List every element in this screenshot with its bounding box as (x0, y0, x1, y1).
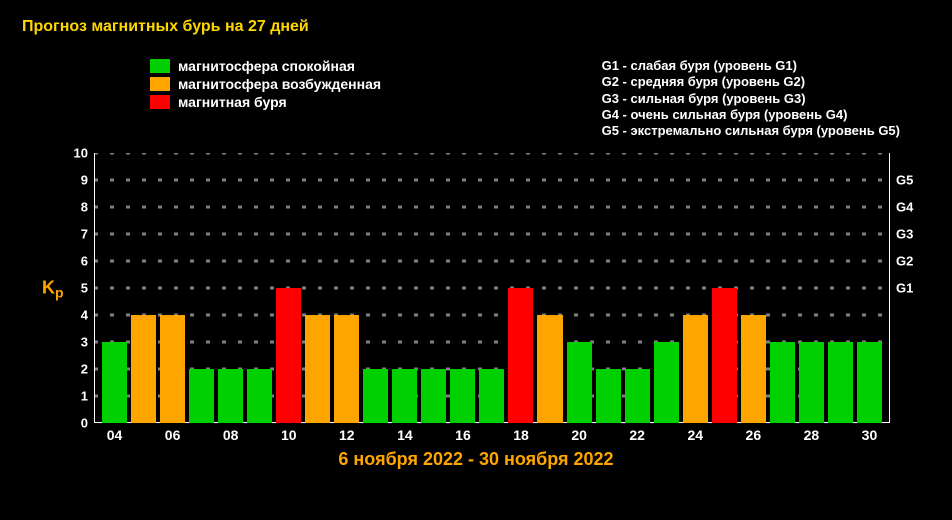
bar (102, 342, 127, 423)
bars (94, 153, 890, 423)
legend: магнитосфера спокойная магнитосфера возбу… (150, 58, 930, 139)
bar (654, 342, 679, 423)
chart-container: Прогноз магнитных бурь на 27 дней магнит… (0, 0, 952, 480)
bar (596, 369, 621, 423)
bar (363, 369, 388, 423)
y-axis-label-p: p (55, 285, 64, 301)
plot (94, 153, 890, 423)
g-level-description: G2 - средняя буря (уровень G2) (602, 74, 900, 90)
chart-title: Прогноз магнитных бурь на 27 дней (22, 18, 930, 36)
bar (799, 342, 824, 423)
chart-plot-area: Kp 012345678910G1G2G3G4G5 (94, 153, 890, 423)
x-tick-label: 24 (687, 427, 703, 443)
y-tick-label: 1 (81, 389, 94, 404)
y-tick-label: 0 (81, 416, 94, 431)
y-tick-label: 2 (81, 362, 94, 377)
x-tick-label: 18 (513, 427, 529, 443)
x-tick-label: 12 (339, 427, 355, 443)
bar (131, 315, 156, 423)
legend-swatch (150, 95, 170, 109)
legend-item: магнитосфера спокойная (150, 58, 381, 74)
bar (625, 369, 650, 423)
y-axis-label: Kp (42, 278, 64, 299)
x-tick-label: 16 (455, 427, 471, 443)
g-level-label: G2 (890, 254, 913, 269)
g-level-description: G4 - очень сильная буря (уровень G4) (602, 107, 900, 123)
x-tick-label: 06 (165, 427, 181, 443)
g-level-description: G3 - сильная буря (уровень G3) (602, 91, 900, 107)
legend-label: магнитосфера спокойная (178, 58, 355, 74)
y-tick-label: 3 (81, 335, 94, 350)
bar (828, 342, 853, 423)
x-axis-title: 6 ноября 2022 - 30 ноября 2022 (22, 449, 930, 470)
x-tick-label: 22 (629, 427, 645, 443)
legend-item: магнитная буря (150, 94, 381, 110)
bar (392, 369, 417, 423)
bar (450, 369, 475, 423)
y-tick-label: 5 (81, 281, 94, 296)
y-tick-label: 10 (74, 146, 94, 161)
bar (218, 369, 243, 423)
legend-right: G1 - слабая буря (уровень G1)G2 - средня… (602, 58, 930, 139)
x-tick-label: 26 (746, 427, 762, 443)
x-tick-label: 04 (107, 427, 123, 443)
bar (741, 315, 766, 423)
x-tick-label: 30 (862, 427, 878, 443)
g-level-label: G1 (890, 281, 913, 296)
bar (857, 342, 882, 423)
y-tick-label: 8 (81, 200, 94, 215)
bar (189, 369, 214, 423)
bar (479, 369, 504, 423)
y-tick-label: 6 (81, 254, 94, 269)
g-level-label: G5 (890, 173, 913, 188)
legend-item: магнитосфера возбужденная (150, 76, 381, 92)
x-tick-label: 08 (223, 427, 239, 443)
legend-swatch (150, 77, 170, 91)
x-axis: 04 06 08 10 12 14 16 18 20 22 24 26 28 30 (94, 423, 890, 443)
bar (305, 315, 330, 423)
bar (421, 369, 446, 423)
bar (276, 288, 301, 423)
g-level-label: G4 (890, 200, 913, 215)
g-level-description: G5 - экстремально сильная буря (уровень … (602, 123, 900, 139)
legend-swatch (150, 59, 170, 73)
bar (160, 315, 185, 423)
legend-left: магнитосфера спокойная магнитосфера возбу… (150, 58, 381, 139)
bar (712, 288, 737, 423)
legend-label: магнитосфера возбужденная (178, 76, 381, 92)
g-level-description: G1 - слабая буря (уровень G1) (602, 58, 900, 74)
bar (567, 342, 592, 423)
bar (334, 315, 359, 423)
g-level-label: G3 (890, 227, 913, 242)
x-tick-label: 10 (281, 427, 297, 443)
bar (508, 288, 533, 423)
y-tick-label: 4 (81, 308, 94, 323)
y-tick-label: 7 (81, 227, 94, 242)
legend-label: магнитная буря (178, 94, 287, 110)
bar (537, 315, 562, 423)
y-tick-label: 9 (81, 173, 94, 188)
x-tick-label: 20 (571, 427, 587, 443)
y-axis-label-k: K (42, 278, 55, 298)
x-tick-label: 14 (397, 427, 413, 443)
bar (770, 342, 795, 423)
bar (683, 315, 708, 423)
bar (247, 369, 272, 423)
x-tick-label: 28 (804, 427, 820, 443)
